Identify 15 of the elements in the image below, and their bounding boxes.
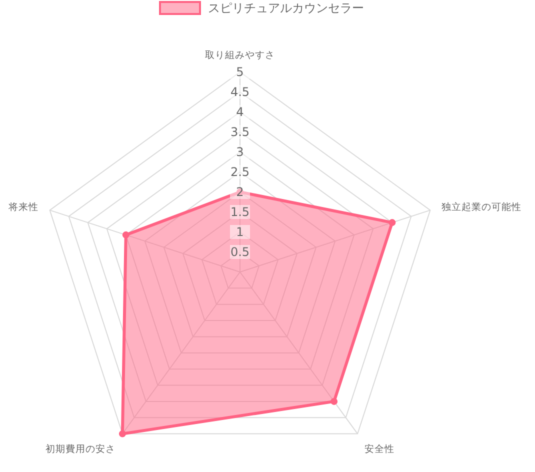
y-tick-label: 2.5 <box>230 165 250 180</box>
spoke-label: 安全性 <box>364 443 395 456</box>
legend-label: スピリチュアルカウンセラー <box>208 1 364 16</box>
spoke-label: 独立起業の可能性 <box>442 200 522 213</box>
y-tick-label: 1.5 <box>230 205 250 220</box>
y-tick-label: 4 <box>236 105 244 120</box>
y-tick-label: 0.5 <box>230 245 250 260</box>
y-tick-label: 3.5 <box>230 125 250 140</box>
y-tick-label: 3 <box>236 145 244 160</box>
y-tick-label: 1 <box>236 225 244 240</box>
y-tick-label: 5 <box>236 65 244 80</box>
y-tick-label: 4.5 <box>230 85 250 100</box>
spoke-label: 将来性 <box>7 200 38 213</box>
spoke-label: 取り組みやすさ <box>205 50 275 62</box>
spoke-label: 初期費用の安さ <box>45 443 116 456</box>
